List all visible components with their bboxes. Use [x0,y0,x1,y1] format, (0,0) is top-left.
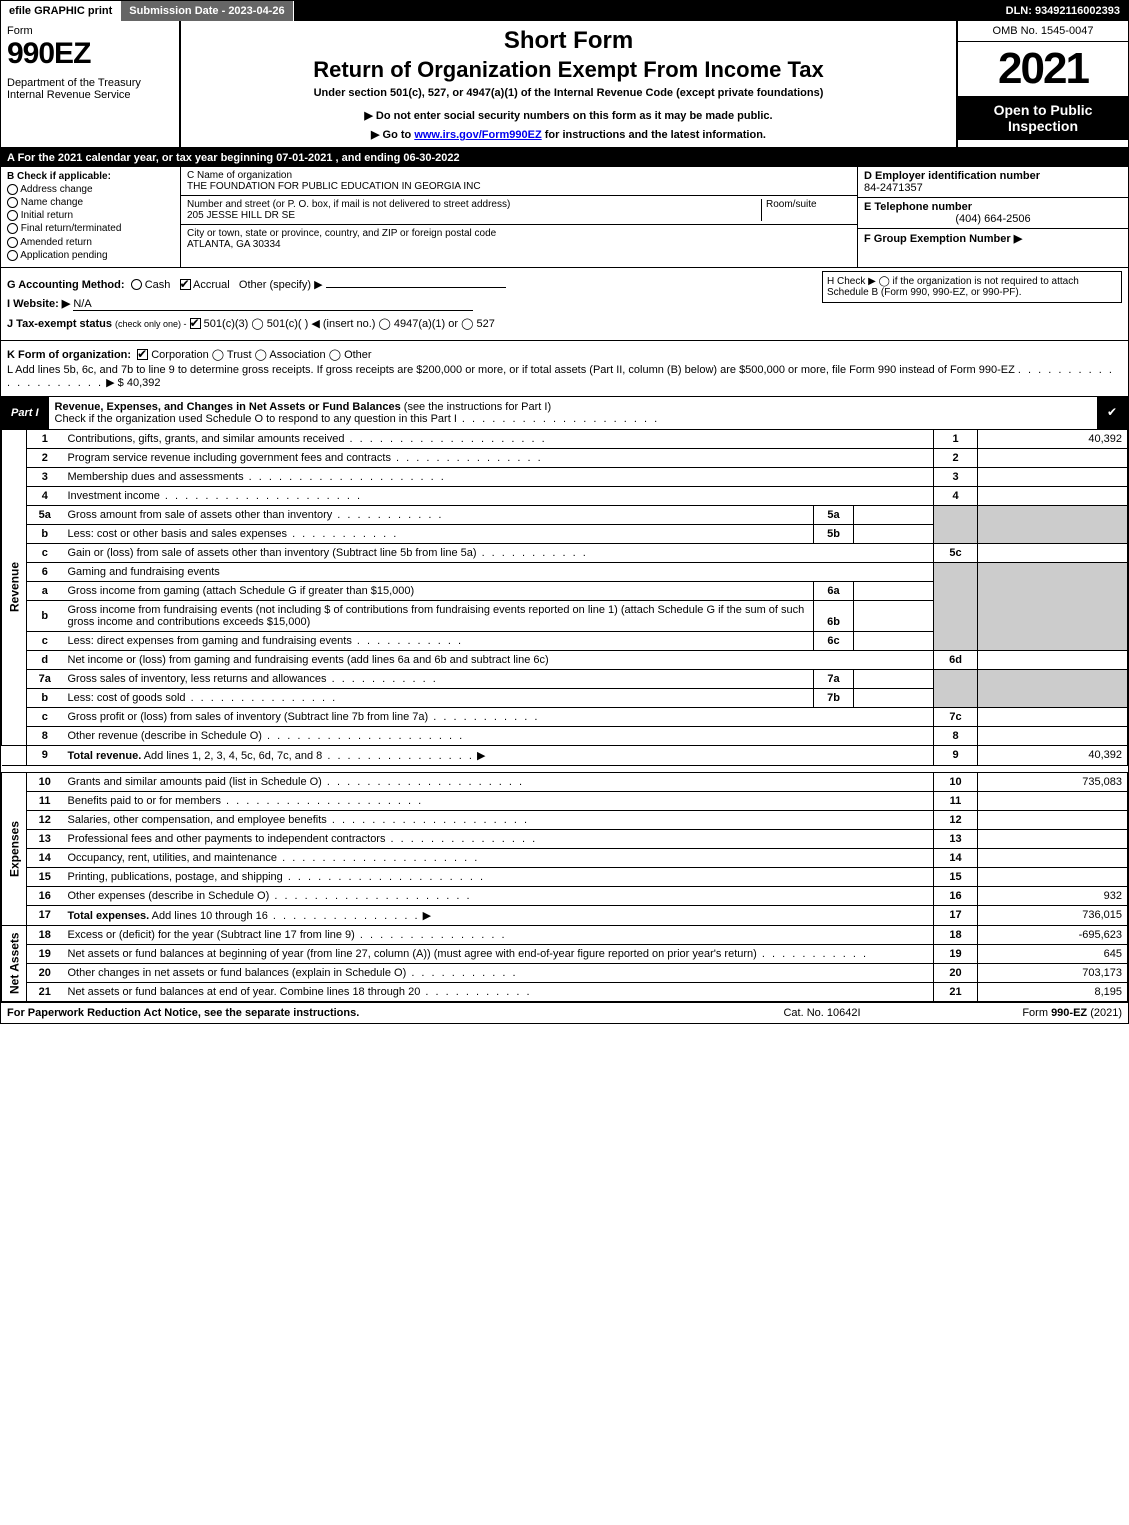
b-title: B Check if applicable: [7,171,111,182]
e-label: E Telephone number [864,201,972,213]
tax-year: 2021 [958,42,1128,96]
return-title: Return of Organization Exempt From Incom… [187,57,950,83]
f-row: F Group Exemption Number ▶ [858,229,1128,248]
omb: OMB No. 1545-0047 [958,21,1128,42]
goto-line: ▶ Go to www.irs.gov/Form990EZ for instru… [187,128,950,141]
c-room-label: Room/suite [766,199,817,210]
k-label: K Form of organization: [7,349,131,361]
section-bcdef: B Check if applicable: Address change Na… [1,167,1128,268]
short-form-title: Short Form [187,27,950,55]
e-row: E Telephone number (404) 664-2506 [858,198,1128,229]
g-label: G Accounting Method: [7,279,125,291]
form-number: 990EZ [7,37,173,71]
l-amt: ▶ $ 40,392 [106,377,160,389]
part1-check[interactable] [1097,407,1128,419]
d-row: D Employer identification number 84-2471… [858,167,1128,198]
j-opts: 501(c)(3) ◯ 501(c)( ) ◀ (insert no.) ◯ 4… [204,318,495,330]
b-opt-1[interactable]: Name change [7,197,174,208]
goto-pre: ▶ Go to [371,129,414,141]
dln: DLN: 93492116002393 [998,1,1128,21]
section-kl: K Form of organization: Corporation ◯ Tr… [1,340,1128,396]
g-other-line[interactable] [326,287,506,288]
b-opt-5[interactable]: Application pending [7,250,174,261]
spacer [294,1,998,21]
col-b: B Check if applicable: Address change Na… [1,167,181,267]
j-note: (check only one) - [115,319,187,329]
b-opt-0[interactable]: Address change [7,184,174,195]
header-right: OMB No. 1545-0047 2021 Open to Public In… [958,21,1128,147]
i-val: N/A [73,298,473,311]
dept: Department of the Treasury Internal Reve… [7,77,173,101]
header-center: Short Form Return of Organization Exempt… [181,21,958,147]
goto-post: for instructions and the latest informat… [542,129,766,141]
i-label: I Website: ▶ [7,298,70,310]
part1-header: Part I Revenue, Expenses, and Changes in… [1,396,1128,429]
c-street-row: Number and street (or P. O. box, if mail… [181,196,857,225]
open-inspection: Open to Public Inspection [958,96,1128,140]
goto-link[interactable]: www.irs.gov/Form990EZ [414,129,541,141]
k-opts: Corporation ◯ Trust ◯ Association ◯ Othe… [151,349,371,361]
footer-left: For Paperwork Reduction Act Notice, see … [7,1007,722,1019]
g-accrual-check[interactable] [180,279,191,290]
c-name: THE FOUNDATION FOR PUBLIC EDUCATION IN G… [187,181,481,192]
b-opt-2[interactable]: Initial return [7,210,174,221]
section-ghij: H Check ▶ ◯ if the organization is not r… [1,268,1128,340]
line-a: A For the 2021 calendar year, or tax yea… [1,149,1128,167]
expenses-vlabel: Expenses [2,772,27,925]
footer-right: Form 990-EZ (2021) [922,1007,1122,1019]
part1-num: Part I [1,403,49,423]
submission-date: Submission Date - 2023-04-26 [121,1,293,21]
c-city-label: City or town, state or province, country… [187,228,496,239]
d-val: 84-2471357 [864,182,923,194]
part1-title: Revenue, Expenses, and Changes in Net As… [49,397,1097,429]
netassets-vlabel: Net Assets [2,925,27,1001]
form-container: efile GRAPHIC print Submission Date - 20… [0,0,1129,1024]
k-row: K Form of organization: Corporation ◯ Tr… [7,348,1122,361]
c-label: C Name of organization [187,170,292,181]
l-text: L Add lines 5b, 6c, and 7b to line 9 to … [7,364,1015,376]
under-text: Under section 501(c), 527, or 4947(a)(1)… [187,87,950,99]
header-left: Form 990EZ Department of the Treasury In… [1,21,181,147]
g-cash-circle[interactable] [131,279,142,290]
c-street: 205 JESSE HILL DR SE [187,210,295,221]
col-c: C Name of organization THE FOUNDATION FO… [181,167,858,267]
c-street-label: Number and street (or P. O. box, if mail… [187,199,510,210]
j-row: J Tax-exempt status (check only one) - 5… [7,317,1122,330]
e-val: (404) 664-2506 [864,213,1122,225]
ssn-note: ▶ Do not enter social security numbers o… [187,109,950,122]
b-opt-4[interactable]: Amended return [7,237,174,248]
c-name-row: C Name of organization THE FOUNDATION FO… [181,167,857,196]
l-row: L Add lines 5b, 6c, and 7b to line 9 to … [7,364,1122,389]
j-501c3-check[interactable] [190,318,201,329]
header: Form 990EZ Department of the Treasury In… [1,21,1128,149]
top-bar: efile GRAPHIC print Submission Date - 20… [1,1,1128,21]
form-word: Form [7,25,173,37]
lines-table: Revenue 1 Contributions, gifts, grants, … [1,429,1128,1002]
revenue-vlabel: Revenue [2,429,27,745]
c-city-row: City or town, state or province, country… [181,225,857,253]
footer: For Paperwork Reduction Act Notice, see … [1,1002,1128,1023]
h-box: H Check ▶ ◯ if the organization is not r… [822,271,1122,303]
efile-label: efile GRAPHIC print [1,1,121,21]
footer-center: Cat. No. 10642I [722,1007,922,1019]
k-corp-check[interactable] [137,349,148,360]
d-label: D Employer identification number [864,170,1040,182]
j-label: J Tax-exempt status [7,318,112,330]
f-label: F Group Exemption Number ▶ [864,233,1022,245]
col-def: D Employer identification number 84-2471… [858,167,1128,267]
b-opt-3[interactable]: Final return/terminated [7,223,174,234]
c-city: ATLANTA, GA 30334 [187,239,281,250]
